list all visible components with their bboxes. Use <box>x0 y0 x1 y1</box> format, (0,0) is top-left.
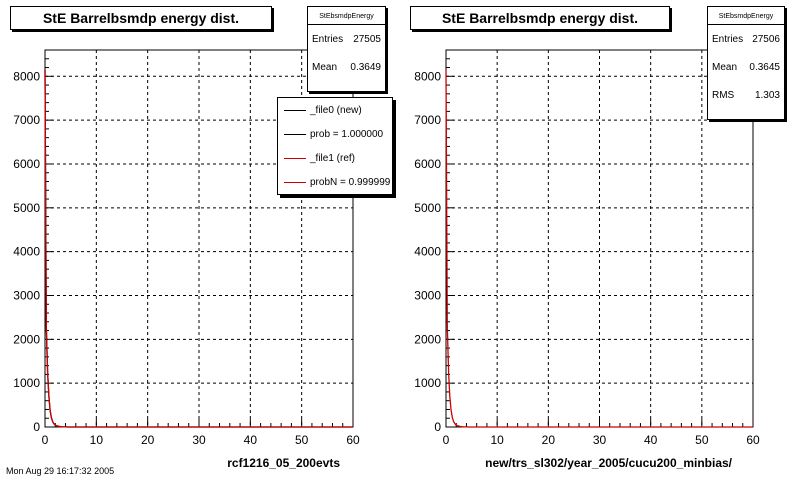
left-stats-name: StEbsmdpEnergy <box>308 7 385 25</box>
right-y-tick-label: 1000 <box>414 376 441 390</box>
right-y-tick-label: 7000 <box>414 113 441 127</box>
left-y-tick-label: 1000 <box>13 376 40 390</box>
right-stats-mean-row: Mean 0.3645 <box>708 53 784 81</box>
legend-label-ref: _file1 (ref) <box>310 152 356 164</box>
left-y-tick-label: 8000 <box>13 69 40 83</box>
legend-entry-prob: prob = 1.000000 <box>278 122 392 146</box>
right-title: StE Barrelbsmdp energy dist. <box>441 10 639 26</box>
right-entries-value: 27506 <box>752 33 780 45</box>
legend-line-prob <box>284 133 306 135</box>
left-y-tick-label: 7000 <box>13 113 40 127</box>
left-series-line-1 <box>44 69 353 428</box>
right-mean-label: Mean <box>712 61 738 73</box>
right-x-axis-label: new/trs_sl302/year_2005/cucu200_minbias/ <box>485 456 732 470</box>
right-x-tick-label: 10 <box>490 433 504 447</box>
left-legend: _file0 (new) prob = 1.000000 _file1 (ref… <box>277 97 393 195</box>
right-title-box: StE Barrelbsmdp energy dist. <box>410 6 670 30</box>
left-stats-mean-row: Mean 0.3649 <box>308 53 385 81</box>
footer-timestamp: Mon Aug 29 16:17:32 2005 <box>6 466 115 476</box>
right-x-tick-label: 20 <box>542 433 556 447</box>
left-entries-value: 27505 <box>353 33 381 45</box>
left-x-tick-label: 20 <box>141 433 155 447</box>
right-x-tick-label: 30 <box>593 433 607 447</box>
left-y-tick-label: 4000 <box>13 245 40 259</box>
legend-entry-probn: probN = 0.999999 <box>278 170 392 194</box>
right-mean-value: 0.3645 <box>749 61 780 73</box>
right-x-tick-label: 0 <box>443 433 450 447</box>
left-title-box: StE Barrelbsmdp energy dist. <box>10 6 272 30</box>
left-x-tick-label: 60 <box>346 433 360 447</box>
right-x-tick-label: 60 <box>746 433 760 447</box>
right-y-tick-label: 8000 <box>414 69 441 83</box>
left-x-tick-label: 50 <box>295 433 309 447</box>
left-stats-box: StEbsmdpEnergy Entries 27505 Mean 0.3649 <box>307 6 386 92</box>
left-x-tick-label: 10 <box>90 433 104 447</box>
legend-line-probn <box>284 181 306 183</box>
right-series-line-0 <box>445 69 753 428</box>
legend-line-ref <box>284 157 306 159</box>
left-y-tick-label: 5000 <box>13 201 40 215</box>
left-x-tick-label: 0 <box>42 433 49 447</box>
legend-entry-new: _file0 (new) <box>278 98 392 122</box>
right-y-tick-label: 6000 <box>414 157 441 171</box>
legend-label-prob: prob = 1.000000 <box>310 128 384 140</box>
left-stats-entries-row: Entries 27505 <box>308 25 385 53</box>
left-x-tick-label: 30 <box>192 433 206 447</box>
legend-line-new <box>284 109 306 111</box>
right-x-tick-label: 50 <box>695 433 709 447</box>
right-rms-label: RMS <box>712 89 735 101</box>
right-y-tick-label: 3000 <box>414 288 441 302</box>
right-x-tick-label: 40 <box>644 433 658 447</box>
left-x-tick-label: 40 <box>244 433 258 447</box>
right-stats-rms-row: RMS 1.303 <box>708 81 784 109</box>
right-y-tick-label: 2000 <box>414 332 441 346</box>
left-y-tick-label: 0 <box>33 420 40 434</box>
right-entries-label: Entries <box>712 33 744 45</box>
right-plot: 0 10 20 30 40 50 60 0 1000 2000 3000 4000 5000 6000 70… <box>414 49 760 447</box>
left-y-tick-label: 3000 <box>13 288 40 302</box>
left-x-axis-label: rcf1216_05_200evts <box>227 456 340 470</box>
left-mean-value: 0.3649 <box>350 61 381 73</box>
left-y-tick-label: 2000 <box>13 332 40 346</box>
left-y-tick-label: 6000 <box>13 157 40 171</box>
left-entries-label: Entries <box>312 33 344 45</box>
legend-entry-ref: _file1 (ref) <box>278 146 392 170</box>
legend-label-new: _file0 (new) <box>310 104 362 116</box>
right-rms-value: 1.303 <box>754 89 780 101</box>
right-y-tick-label: 4000 <box>414 245 441 259</box>
right-stats-entries-row: Entries 27506 <box>708 25 784 53</box>
left-mean-label: Mean <box>312 61 338 73</box>
right-stats-box: StEbsmdpEnergy Entries 27506 Mean 0.3645… <box>707 6 785 120</box>
legend-label-probn: probN = 0.999999 <box>310 176 391 188</box>
right-y-tick-label: 5000 <box>414 201 441 215</box>
right-y-tick-label: 0 <box>434 420 441 434</box>
right-stats-name: StEbsmdpEnergy <box>708 7 784 25</box>
left-title: StE Barrelbsmdp energy dist. <box>42 10 240 26</box>
